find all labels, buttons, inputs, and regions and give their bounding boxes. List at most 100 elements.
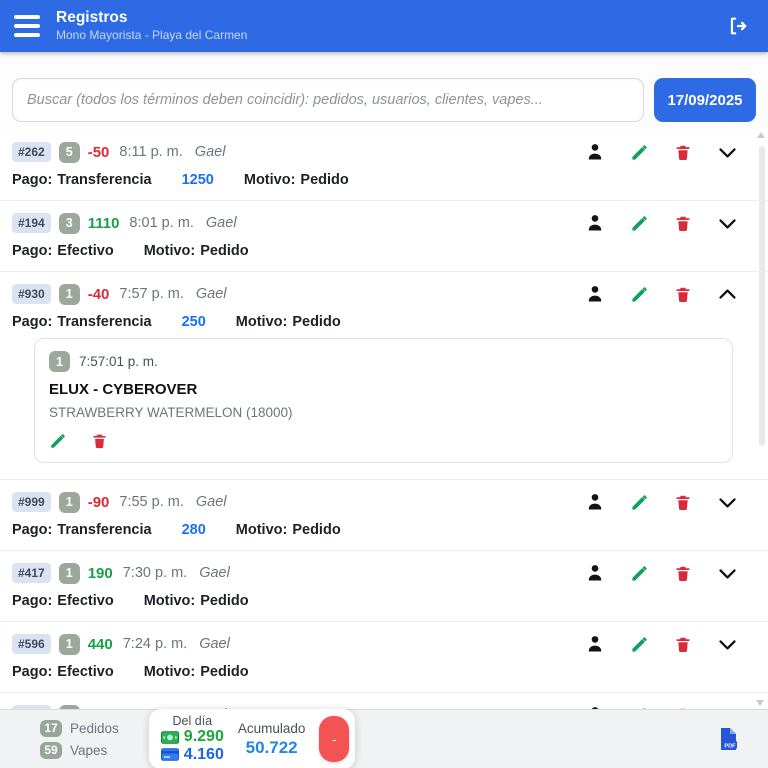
record-id-badge: #596 — [12, 634, 51, 654]
page-subtitle: Mono Mayorista - Playa del Carmen — [56, 28, 248, 42]
person-icon[interactable] — [585, 284, 605, 304]
record-qty-badge: 1 — [58, 562, 80, 584]
collapse-totals-button[interactable]: - — [319, 716, 350, 762]
pago-value: Efectivo — [57, 593, 114, 609]
transfer-amount: 280 — [181, 522, 206, 538]
pago-label: Pago: — [12, 522, 53, 538]
chevron-down-icon[interactable] — [717, 213, 738, 234]
menu-icon[interactable] — [14, 13, 44, 39]
motivo-label: Motivo: — [143, 664, 196, 680]
record-qty-badge: 3 — [58, 212, 80, 234]
record-qty-badge: 1 — [58, 491, 80, 513]
vapes-count-badge: 59 — [40, 741, 62, 759]
table-row-expanded: #930 1 -40 7:57 p. m. Gael Pago: Transfer… — [0, 272, 768, 480]
chevron-down-icon[interactable] — [717, 563, 738, 584]
detail-time: 7:57:01 p. m. — [79, 354, 158, 369]
record-amount: 190 — [87, 564, 113, 582]
motivo-label: Motivo: — [243, 172, 296, 188]
record-user: Gael — [195, 286, 227, 302]
acumulado-block: Acumulado 50.722 — [238, 721, 306, 758]
summary-footer: 17 Pedidos 59 Vapes Del día 9.290 4.160 — [0, 709, 768, 768]
pago-label: Pago: — [12, 172, 53, 188]
record-amount: -40 — [87, 285, 110, 303]
logout-icon[interactable] — [720, 14, 754, 38]
edit-icon[interactable] — [630, 143, 649, 162]
record-qty-badge: 1 — [58, 633, 80, 655]
scrollbar-up-arrow[interactable] — [757, 132, 765, 138]
toolbar: 17/09/2025 — [0, 52, 768, 130]
record-user: Gael — [194, 144, 226, 160]
edit-icon[interactable] — [49, 432, 67, 450]
edit-icon[interactable] — [630, 493, 649, 512]
scrollbar-down-arrow[interactable] — [756, 700, 764, 706]
record-time: 7:55 p. m. — [119, 494, 184, 510]
del-dia-block: Del día 9.290 4.160 — [160, 714, 224, 763]
detail-product-name: ELUX - CYBEROVER — [49, 381, 198, 398]
pedidos-label: Pedidos — [70, 720, 119, 736]
motivo-label: Motivo: — [143, 593, 196, 609]
row-actions — [585, 492, 756, 513]
transfer-amount: 1250 — [181, 172, 214, 188]
person-icon[interactable] — [585, 142, 605, 162]
motivo-value: Pedido — [200, 664, 249, 680]
pago-label: Pago: — [12, 314, 53, 330]
acumulado-label: Acumulado — [237, 720, 306, 736]
chevron-down-icon[interactable] — [717, 142, 738, 163]
person-icon[interactable] — [585, 213, 605, 233]
row-actions — [585, 634, 756, 655]
detail-qty-badge: 1 — [49, 351, 70, 372]
pago-label: Pago: — [12, 593, 53, 609]
delete-icon[interactable] — [674, 285, 692, 304]
vape-detail-card: 1 7:57:01 p. m. ELUX - CYBEROVER STRAWBE… — [34, 338, 733, 463]
edit-icon[interactable] — [630, 635, 649, 654]
vapes-label: Vapes — [70, 742, 108, 758]
record-time: 7:57 p. m. — [119, 286, 184, 302]
delete-icon[interactable] — [674, 635, 692, 654]
record-amount: -90 — [87, 493, 110, 511]
edit-icon[interactable] — [630, 564, 649, 583]
motivo-label: Motivo: — [235, 314, 288, 330]
delete-icon[interactable] — [674, 493, 692, 512]
delete-icon[interactable] — [674, 143, 692, 162]
row-actions — [585, 284, 756, 305]
record-time: 8:11 p. m. — [119, 144, 183, 160]
motivo-label: Motivo: — [143, 243, 196, 259]
record-time: 8:01 p. m. — [129, 215, 194, 231]
page-title: Registros — [56, 9, 128, 27]
chevron-down-icon[interactable] — [717, 634, 738, 655]
edit-icon[interactable] — [630, 214, 649, 233]
record-qty-badge: 5 — [58, 141, 80, 163]
person-icon[interactable] — [585, 492, 605, 512]
record-user: Gael — [199, 565, 230, 581]
totals-card: Del día 9.290 4.160 Acumulado 50.722 - — [148, 709, 356, 768]
person-icon[interactable] — [585, 563, 605, 583]
row-actions — [585, 213, 756, 234]
record-user: Gael — [199, 636, 230, 652]
record-time: 7:24 p. m. — [122, 636, 188, 652]
record-user: Gael — [195, 494, 227, 510]
delete-icon[interactable] — [674, 564, 692, 583]
footer-counts: 17 Pedidos 59 Vapes — [40, 719, 119, 759]
date-picker-button[interactable]: 17/09/2025 — [654, 78, 756, 122]
pdf-export-icon[interactable]: PDF — [712, 726, 744, 752]
record-id-badge: #194 — [12, 213, 51, 233]
delete-icon[interactable] — [91, 432, 108, 450]
edit-icon[interactable] — [630, 285, 649, 304]
search-input[interactable] — [12, 78, 644, 122]
record-amount: -50 — [87, 143, 110, 161]
person-icon[interactable] — [585, 634, 605, 654]
scrollbar-thumb[interactable] — [759, 146, 765, 446]
record-id-badge: #417 — [12, 563, 51, 583]
chevron-up-icon[interactable] — [717, 284, 738, 305]
pago-label: Pago: — [12, 243, 53, 259]
pago-value: Transferencia — [57, 314, 152, 330]
delete-icon[interactable] — [674, 214, 692, 233]
motivo-value: Pedido — [292, 314, 341, 330]
chevron-down-icon[interactable] — [717, 492, 738, 513]
row-actions — [585, 142, 756, 163]
detail-flavor: STRAWBERRY WATERMELON (18000) — [49, 405, 293, 420]
app-header: Registros Mono Mayorista - Playa del Car… — [0, 0, 768, 52]
cash-total: 9.290 — [183, 728, 224, 746]
records-list: #262 5 -50 8:11 p. m. Gael Pago: Transfer… — [0, 130, 768, 736]
card-total: 4.160 — [183, 746, 224, 763]
